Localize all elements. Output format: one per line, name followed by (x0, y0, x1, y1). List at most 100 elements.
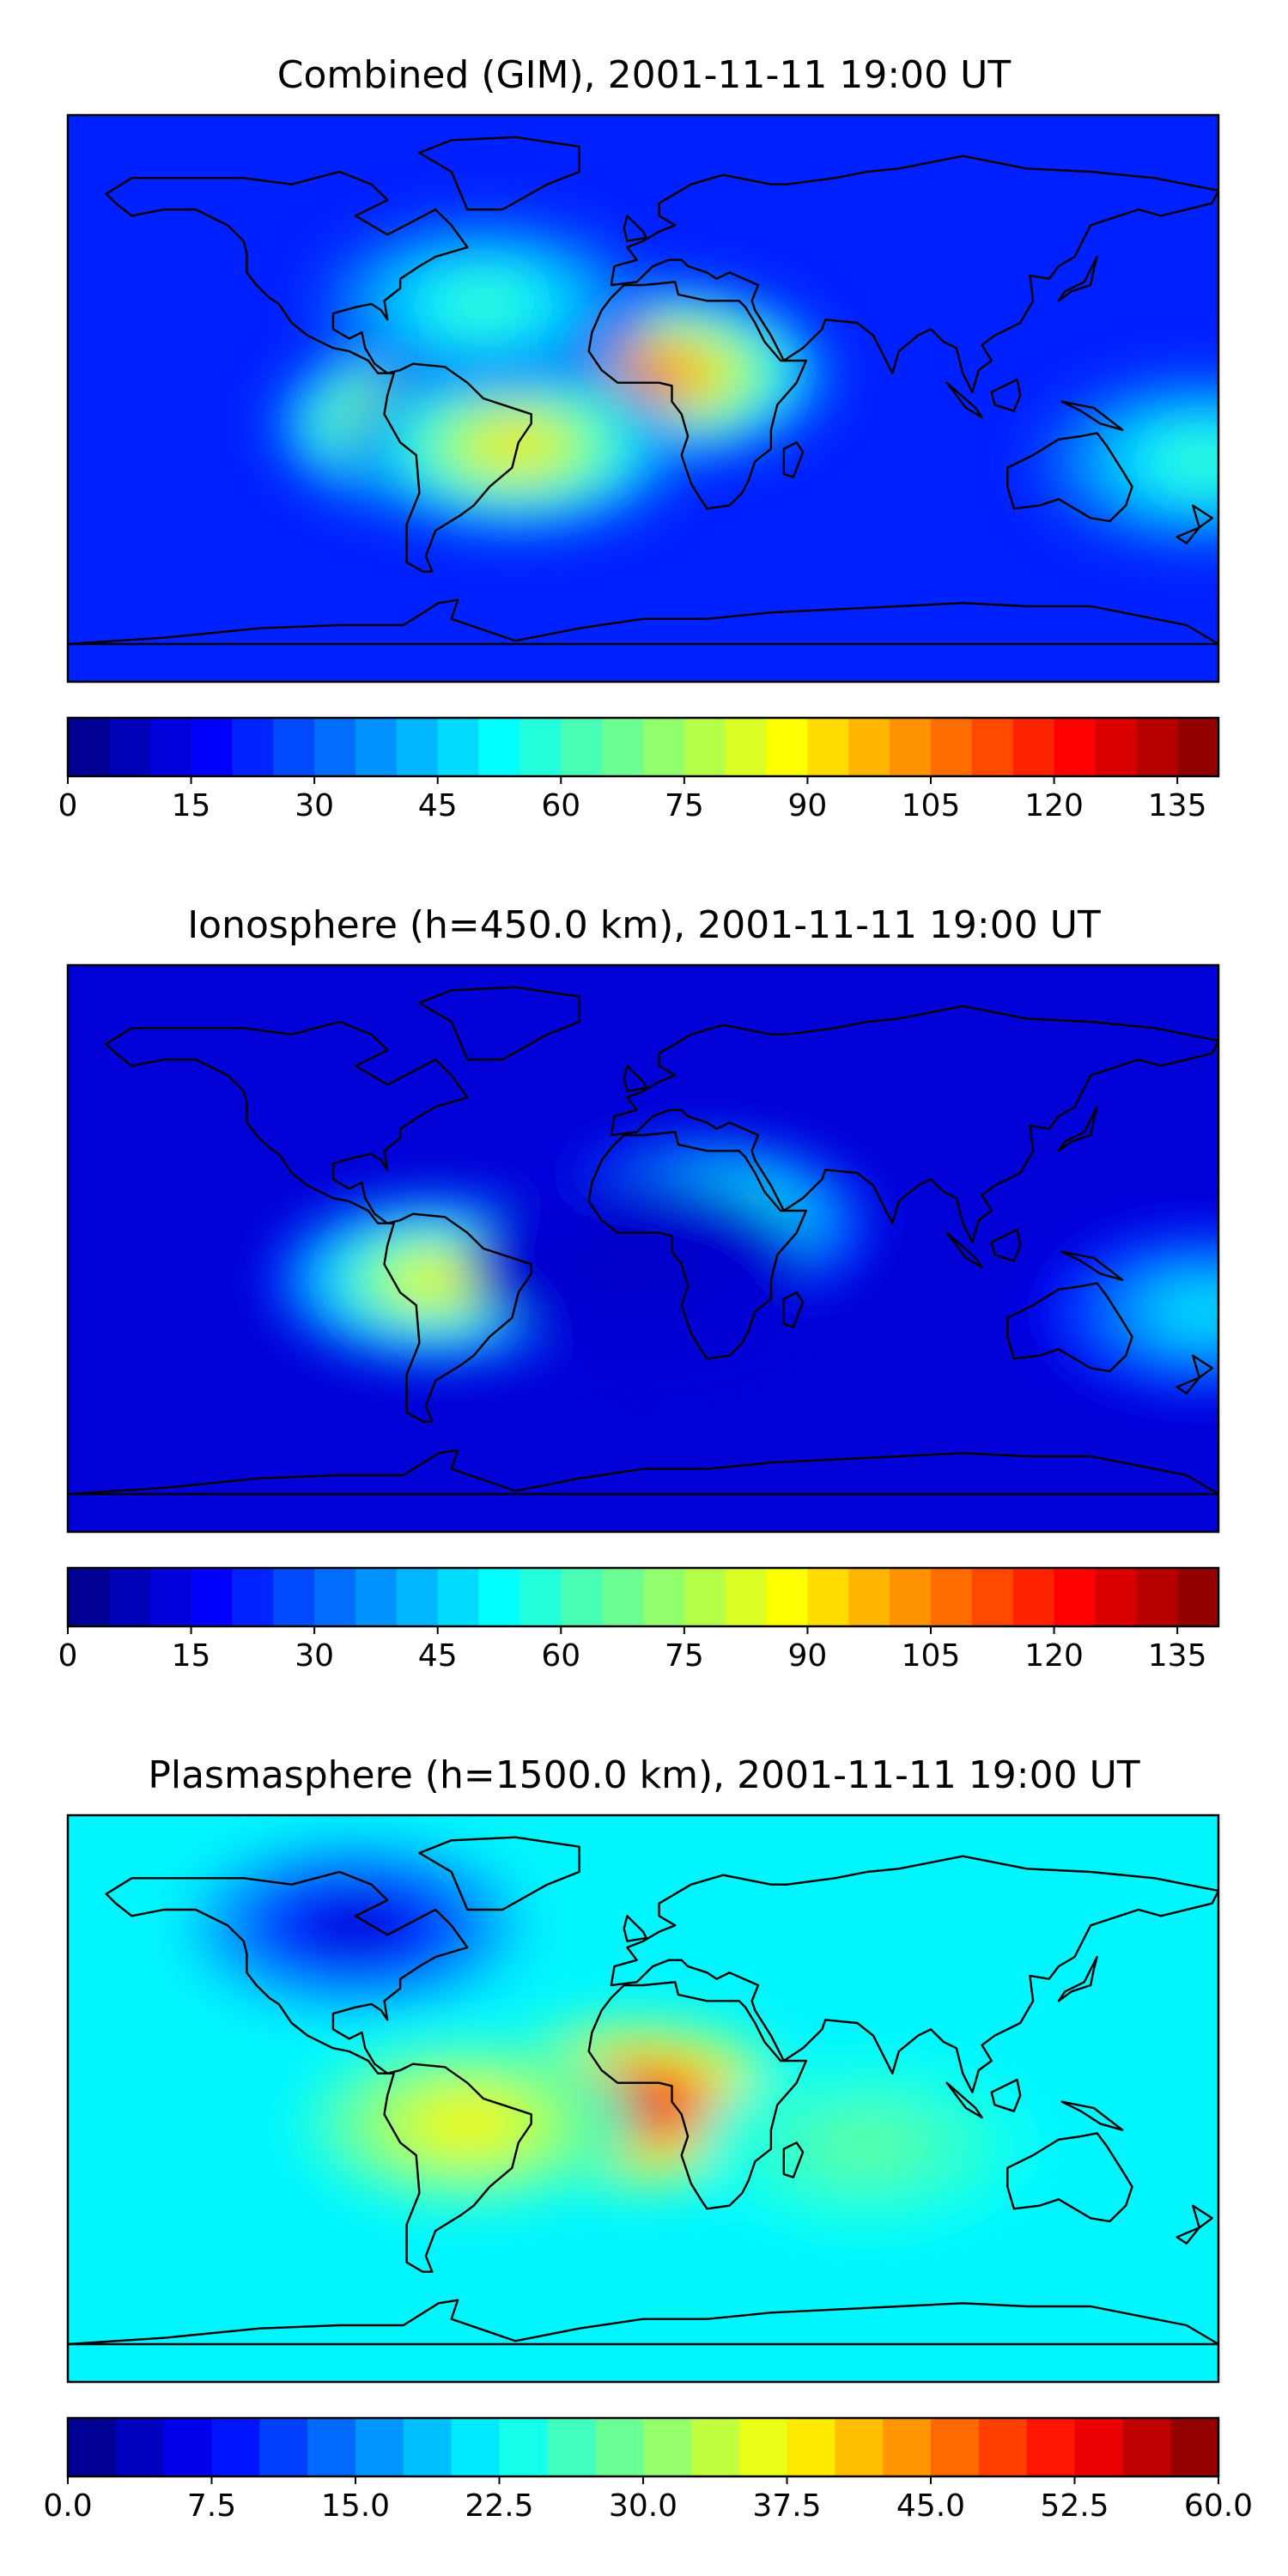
colorbar-swatch (890, 1568, 932, 1626)
colorbar-swatch (561, 1568, 603, 1626)
colorbar-swatch (437, 718, 480, 776)
colorbar-swatch (499, 2418, 548, 2476)
coastline-13 (68, 598, 1218, 646)
coastline-0 (105, 1020, 532, 1423)
coastline-13 (68, 2299, 1218, 2346)
colorbar-swatch (1012, 718, 1055, 776)
colorbar-2 (66, 2416, 1220, 2484)
colorbar-swatch (273, 1568, 315, 1626)
colorbar-swatch (355, 1568, 398, 1626)
colorbar-swatch (163, 2418, 213, 2476)
coastline-10 (1060, 2100, 1124, 2131)
colorbar-swatch (890, 718, 932, 776)
colorbar-swatch (595, 2418, 644, 2476)
coastline-12 (1176, 1376, 1200, 1394)
coastline-9 (990, 1228, 1022, 1262)
colorbar-tick-label: 15 (171, 788, 211, 823)
colorbar-swatch (835, 2418, 884, 2476)
colorbar-swatch (725, 718, 768, 776)
field-feature-3 (827, 2125, 907, 2166)
colorbar-1 (66, 1566, 1220, 1634)
colorbar-swatch (561, 718, 603, 776)
colorbar-swatch (1026, 2418, 1076, 2476)
colorbar-swatch (437, 1568, 480, 1626)
colorbar-swatch (683, 718, 726, 776)
colorbar-swatch (1054, 718, 1097, 776)
colorbar-swatch (1170, 2418, 1219, 2476)
coastlines-2 (68, 1836, 1218, 2346)
map-frame-0 (66, 113, 1220, 683)
colorbar-swatch (108, 1568, 151, 1626)
map-panel-1 (66, 963, 1220, 1534)
field-feature-4 (1163, 440, 1218, 483)
colorbar-swatch (115, 2418, 165, 2476)
colorbar-swatch (259, 2418, 308, 2476)
colorbar-swatch (149, 718, 192, 776)
coastline-5 (1006, 1282, 1133, 1373)
field-feature-3 (1163, 1291, 1218, 1333)
colorbar-swatch (738, 2418, 788, 2476)
colorbar-tick-label: 90 (787, 1638, 828, 1674)
field-feature-2 (476, 425, 556, 466)
colorbar-tick-label: 90 (787, 788, 828, 823)
colorbar-swatch (978, 2418, 1028, 2476)
colorbar-swatch (403, 2418, 453, 2476)
colorbar-tick-label: 105 (901, 1638, 961, 1674)
colorbar-swatch (643, 2418, 692, 2476)
colorbar-swatch (848, 1568, 890, 1626)
colorbar-tick-label: 135 (1147, 1638, 1207, 1674)
field-feature-2 (597, 1243, 677, 1285)
colorbar-swatch (1136, 1568, 1178, 1626)
colorbar-swatch (683, 1568, 726, 1626)
colorbar-swatch (643, 718, 685, 776)
colorbar-tick-label: 0 (58, 788, 78, 823)
coastline-7 (1057, 255, 1098, 302)
colorbar-swatch (396, 1568, 439, 1626)
map-frame-1 (66, 963, 1220, 1534)
coastlines-1 (68, 986, 1218, 1496)
coastline-6 (623, 215, 647, 242)
colorbar-swatch (211, 2418, 260, 2476)
colorbar-swatch (602, 718, 644, 776)
coastline-4 (782, 441, 805, 478)
colorbar-swatch (1177, 1568, 1219, 1626)
coastline-11 (1192, 2204, 1213, 2229)
colorbar-swatch (1074, 2418, 1123, 2476)
coastline-9 (990, 2078, 1022, 2112)
field-feature-2 (316, 1905, 395, 1947)
colorbar-tick-label: 120 (1024, 1638, 1084, 1674)
coastline-12 (1176, 526, 1200, 544)
colorbar-swatch (478, 1568, 521, 1626)
map-frame-2 (66, 1814, 1220, 2384)
colorbar-swatch (519, 1568, 562, 1626)
coastline-1 (418, 136, 580, 211)
colorbar-swatch (931, 718, 973, 776)
colorbar-swatch (396, 718, 439, 776)
colorbar-swatch (848, 718, 890, 776)
colorbar-tick-label: 30.0 (608, 2488, 678, 2524)
map-panel-2 (66, 1814, 1220, 2384)
colorbar-tick-label: 0 (58, 1638, 78, 1674)
field-feature-0 (396, 1259, 476, 1301)
colorbar-tick-label: 0.0 (43, 2488, 93, 2524)
coastline-5 (1006, 2132, 1133, 2223)
coastline-4 (782, 2142, 805, 2178)
colorbar-swatch (232, 718, 274, 776)
colorbar-tick-label: 7.5 (186, 2488, 237, 2524)
colorbar-swatch (68, 2418, 117, 2476)
coastline-13 (68, 1449, 1218, 1496)
colorbar-swatch (807, 1568, 849, 1626)
coastline-9 (990, 378, 1022, 412)
colorbar-tick-label: 60.0 (1183, 2488, 1254, 2524)
colorbar-tick-label: 37.5 (752, 2488, 822, 2524)
colorbar-swatch (478, 718, 521, 776)
colorbar-swatch (807, 718, 849, 776)
coastline-12 (1176, 2227, 1200, 2245)
coastline-11 (1192, 504, 1213, 529)
coastline-8 (945, 2081, 983, 2119)
colorbar-swatch (971, 1568, 1014, 1626)
colorbar-tick-label: 22.5 (465, 2488, 534, 2524)
colorbar-swatch (725, 1568, 768, 1626)
